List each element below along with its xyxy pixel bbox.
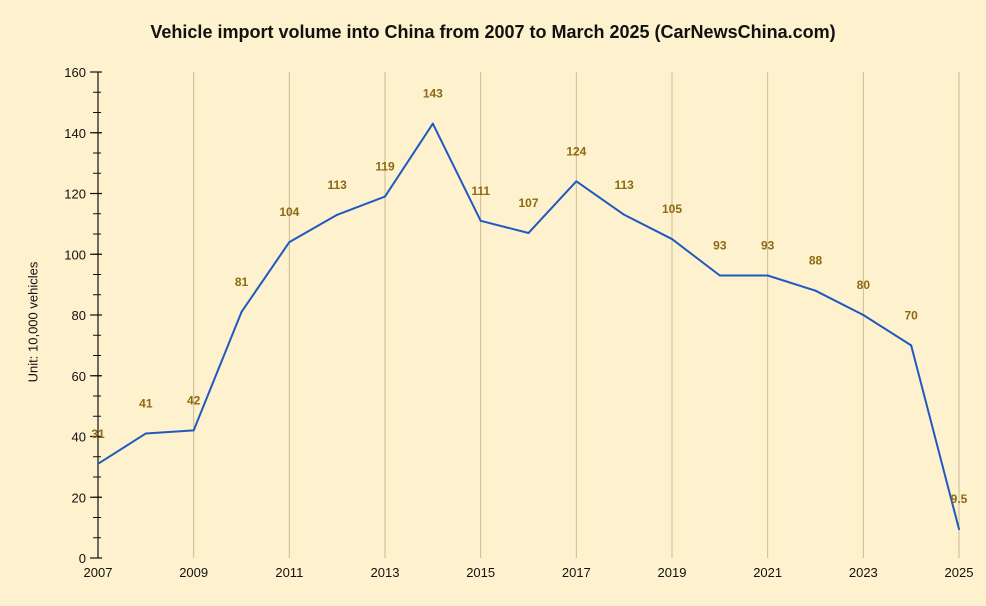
y-tick-label: 120 — [64, 187, 86, 202]
data-point — [718, 274, 721, 277]
x-tick-label: 2017 — [562, 565, 591, 580]
data-label: 88 — [809, 254, 823, 268]
data-label: 93 — [761, 239, 775, 253]
data-label: 143 — [423, 87, 443, 101]
x-tick-label: 2015 — [466, 565, 495, 580]
data-point — [288, 241, 291, 244]
data-label: 113 — [327, 178, 347, 192]
x-tick-label: 2013 — [371, 565, 400, 580]
data-point — [336, 213, 339, 216]
x-tick-label: 2021 — [753, 565, 782, 580]
data-point — [671, 238, 673, 241]
x-tick-label: 2019 — [658, 565, 687, 580]
data-point — [479, 219, 482, 222]
data-point — [192, 429, 195, 432]
data-label: 111 — [471, 184, 490, 198]
x-tick-label: 2009 — [179, 565, 208, 580]
data-point — [431, 122, 434, 125]
y-tick-label: 160 — [64, 65, 86, 80]
data-label: 107 — [518, 196, 538, 210]
chart-title: Vehicle import volume into China from 20… — [150, 22, 836, 42]
x-tick-label: 2011 — [275, 565, 303, 580]
data-label: 104 — [279, 205, 299, 219]
data-label: 80 — [857, 278, 871, 292]
data-point — [623, 213, 626, 216]
data-point — [240, 310, 243, 313]
y-tick-label: 60 — [72, 369, 86, 384]
x-tick-label: 2023 — [849, 565, 878, 580]
data-point — [97, 462, 99, 465]
data-point — [575, 180, 578, 183]
y-tick-label: 140 — [64, 126, 86, 141]
data-point — [527, 231, 530, 234]
data-point — [958, 528, 960, 531]
data-point — [766, 274, 769, 277]
data-label: 42 — [187, 393, 201, 407]
data-line — [97, 122, 960, 530]
data-point — [144, 432, 147, 435]
data-point — [384, 195, 386, 198]
x-tick-label: 2025 — [945, 565, 974, 580]
data-label: 81 — [235, 275, 249, 289]
y-tick-label: 0 — [79, 551, 86, 566]
data-label: 119 — [375, 160, 395, 174]
x-tick-label: 2007 — [84, 565, 113, 580]
y-tick-label: 40 — [72, 430, 86, 445]
data-label: 31 — [91, 427, 105, 441]
data-label: 105 — [662, 202, 682, 216]
data-label: 41 — [139, 396, 153, 410]
data-point — [862, 314, 865, 316]
y-tick-label: 100 — [64, 247, 86, 262]
data-label: 9.5 — [951, 492, 968, 506]
data-label: 93 — [713, 239, 727, 253]
y-tick-label: 20 — [72, 490, 86, 505]
data-label: 124 — [566, 144, 586, 158]
data-label: 70 — [904, 308, 918, 322]
data-point — [814, 289, 817, 292]
data-point — [910, 344, 913, 347]
data-label: 113 — [614, 178, 634, 192]
y-tick-label: 80 — [72, 308, 86, 323]
